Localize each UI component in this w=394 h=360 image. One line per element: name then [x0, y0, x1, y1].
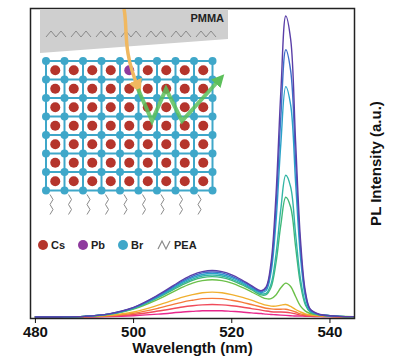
svg-text:Pb: Pb [91, 239, 105, 251]
svg-text:480: 480 [23, 323, 48, 340]
svg-text:PL Intensity (a.u.): PL Intensity (a.u.) [367, 101, 384, 226]
svg-text:520: 520 [219, 323, 245, 341]
svg-text:PEA: PEA [174, 239, 197, 251]
svg-text:Br: Br [131, 239, 144, 251]
svg-text:PMMA: PMMA [190, 12, 224, 24]
svg-text:Wavelength (nm): Wavelength (nm) [132, 339, 252, 356]
svg-text:Cs: Cs [51, 239, 65, 251]
svg-text:500: 500 [121, 323, 147, 341]
svg-text:540: 540 [317, 323, 342, 340]
